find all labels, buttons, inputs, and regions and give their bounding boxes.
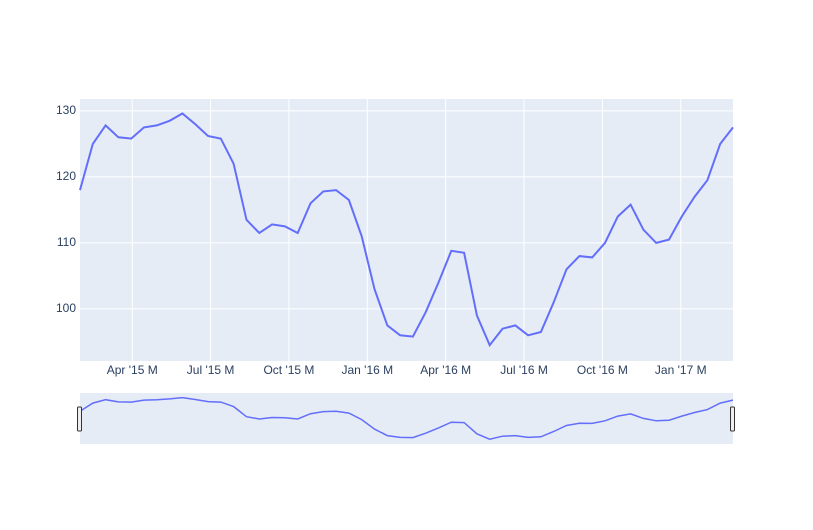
rangeslider-handle[interactable] bbox=[77, 406, 82, 432]
y-tick-label: 130 bbox=[56, 103, 76, 117]
rangeslider-bg bbox=[80, 393, 733, 444]
x-tick-label: Jul '15 M bbox=[187, 363, 235, 377]
rangeslider-handle[interactable] bbox=[730, 406, 735, 432]
rangeslider-line bbox=[79, 396, 734, 440]
x-tick-label: Apr '16 M bbox=[420, 363, 471, 377]
y-tick-label: 120 bbox=[56, 169, 76, 183]
x-tick-label: Apr '15 M bbox=[107, 363, 158, 377]
x-tick-label: Oct '15 M bbox=[263, 363, 314, 377]
line bbox=[79, 112, 734, 348]
y-tick-label: 100 bbox=[56, 301, 76, 315]
y-tick-label: 110 bbox=[57, 235, 76, 249]
x-tick-label: Jan '16 M bbox=[341, 363, 393, 377]
x-tick-label: Jul '16 M bbox=[500, 363, 548, 377]
x-tick-label: Jan '17 M bbox=[655, 363, 707, 377]
x-tick-label: Oct '16 M bbox=[577, 363, 628, 377]
plot-area bbox=[80, 99, 733, 361]
